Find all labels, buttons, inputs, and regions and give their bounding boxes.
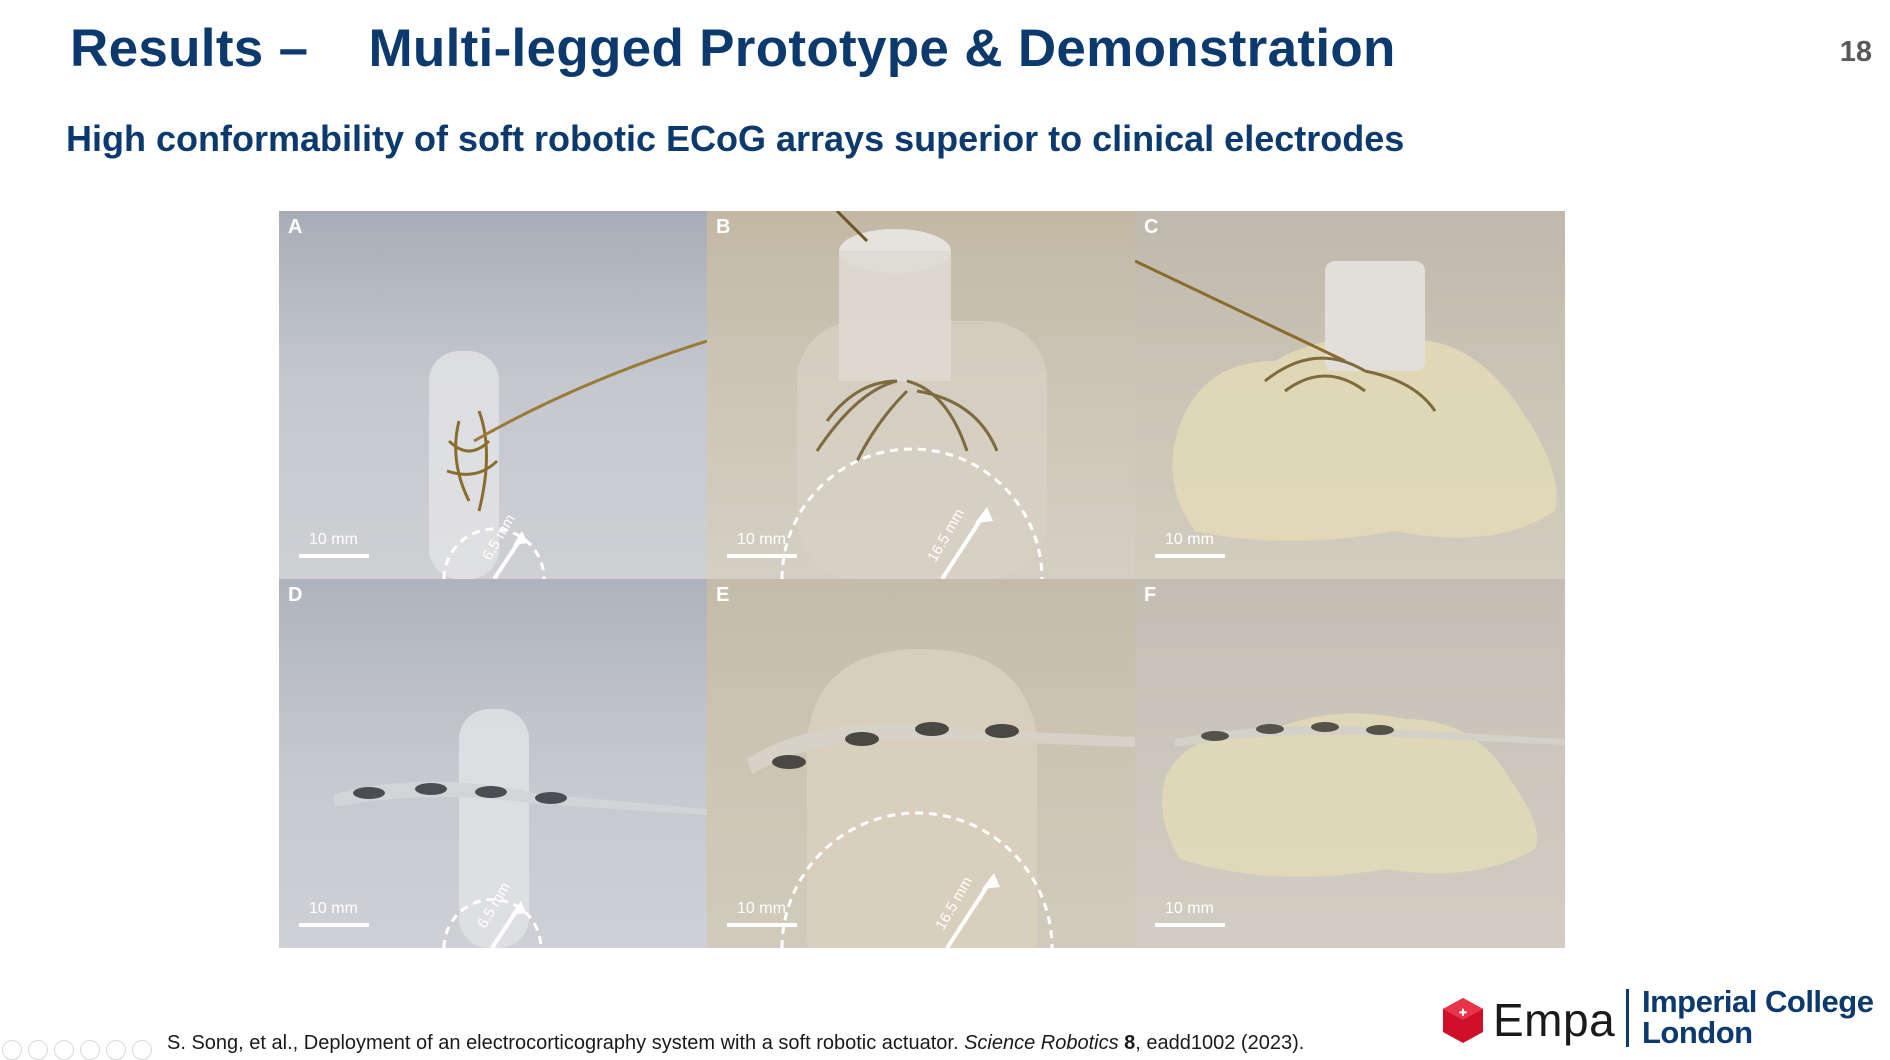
figure-panel-d: D 10 mm 6.5 mm <box>279 579 707 948</box>
imperial-line1: Imperial College <box>1642 984 1874 1019</box>
logo-divider <box>1626 989 1629 1047</box>
slideshow-controls <box>2 1040 152 1060</box>
panel-letter: C <box>1144 216 1159 238</box>
svg-text:✚: ✚ <box>1459 1008 1467 1019</box>
scale-bar <box>727 554 797 558</box>
next-icon[interactable] <box>28 1040 48 1060</box>
panel-d-image <box>334 709 707 948</box>
empa-hexagon-icon: ✚ <box>1443 998 1483 1043</box>
panel-c-image <box>1135 259 1557 541</box>
panel-b-image <box>780 211 1047 579</box>
citation-volume: 8 <box>1124 1032 1136 1054</box>
scale-bar <box>299 923 369 927</box>
empa-wordmark: Empa <box>1493 994 1616 1046</box>
panel-letter: A <box>288 216 303 238</box>
empa-logo: ✚ Empa <box>1441 993 1615 1047</box>
scale-bar <box>1155 923 1225 927</box>
citation-text: S. Song, et al., Deployment of an electr… <box>167 1032 965 1054</box>
panel-letter: D <box>288 584 303 606</box>
scale-bar <box>727 923 797 927</box>
panel-a-image <box>429 339 707 579</box>
slides-icon[interactable] <box>80 1040 100 1060</box>
figure-panel-b: B 10 mm 16.5 mm <box>707 211 1135 579</box>
citation-journal: Science Robotics <box>964 1032 1119 1054</box>
slide-title: Results – Multi-legged Prototype & Demon… <box>70 19 1396 78</box>
panel-f-image <box>1162 713 1565 877</box>
figure-panel-e: E 10 mm 16.5 mm <box>707 579 1135 948</box>
scale-bar <box>1155 554 1225 558</box>
scale-bar-label: 10 mm <box>737 531 786 548</box>
panel-letter: F <box>1144 584 1157 606</box>
imperial-college-logo: Imperial College London <box>1642 984 1874 1050</box>
figure-panel-c: C 10 mm <box>1135 211 1565 579</box>
pen-icon[interactable] <box>54 1040 74 1060</box>
scale-bar-label: 10 mm <box>1165 531 1214 548</box>
scale-bar-label: 10 mm <box>737 900 786 917</box>
imperial-line2: London <box>1642 1015 1753 1050</box>
more-icon[interactable] <box>132 1040 152 1060</box>
scale-bar-label: 10 mm <box>1165 900 1214 917</box>
figure-grid: A 10 mm 6.5 mm B 10 mm 16.5 mm C 10 mm <box>279 211 1565 948</box>
scale-bar <box>299 554 369 558</box>
panel-e-image <box>747 649 1135 948</box>
figure-panel-f: F 10 mm <box>1135 579 1565 948</box>
panel-letter: E <box>716 584 730 606</box>
figure-panel-a: A 10 mm 6.5 mm <box>279 211 707 579</box>
scale-bar-label: 10 mm <box>309 531 358 548</box>
scale-bar-label: 10 mm <box>309 900 358 917</box>
slide-number: 18 <box>1839 36 1872 68</box>
slide-subtitle: High conformability of soft robotic ECoG… <box>66 118 1405 159</box>
previous-icon[interactable] <box>2 1040 22 1060</box>
zoom-icon[interactable] <box>106 1040 126 1060</box>
citation-rest: , eadd1002 (2023). <box>1135 1032 1305 1054</box>
citation: S. Song, et al., Deployment of an electr… <box>167 1032 1304 1055</box>
panel-letter: B <box>716 216 731 238</box>
